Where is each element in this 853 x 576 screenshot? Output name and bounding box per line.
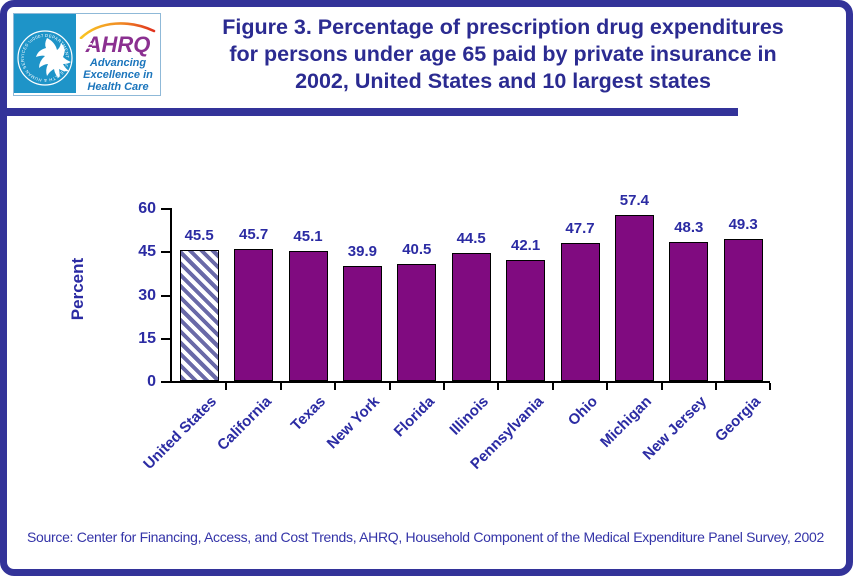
bar (288, 250, 328, 381)
y-axis-tick (161, 208, 170, 210)
y-axis-tick (161, 337, 170, 340)
bar (506, 259, 546, 381)
bar (669, 241, 709, 381)
y-axis-tick (161, 251, 170, 254)
x-axis-tick (279, 383, 282, 390)
category-label: United States (140, 393, 221, 473)
x-axis-tick (769, 383, 772, 390)
bar-value-label: 39.9 (347, 242, 377, 260)
ahrq-logo-graphic: DEPARTMENT OF HEALTH & HUMAN SERVICES \u… (12, 10, 158, 93)
tagline-line-2: Excellence in (83, 69, 153, 81)
y-axis-tick-label: 60 (138, 200, 156, 217)
title-divider-bar (7, 108, 738, 116)
bar (560, 243, 600, 381)
x-axis-tick (606, 383, 609, 390)
category-label: Illinois (446, 393, 493, 439)
figure-title: Figure 3. Percentage of prescription dru… (168, 14, 838, 95)
category-label: Georgia (712, 393, 765, 446)
x-axis-tick (715, 383, 717, 390)
bar-value-label: 42.1 (510, 236, 541, 254)
bar (451, 252, 491, 381)
bar-highlighted (179, 249, 219, 381)
x-axis-tick (334, 383, 337, 390)
x-axis-tick (443, 383, 445, 390)
y-axis-line (170, 208, 172, 383)
bar-value-label: 45.7 (238, 226, 269, 244)
bar-value-label: 44.5 (456, 229, 486, 247)
bar (723, 238, 763, 381)
bar-value-label: 45.1 (293, 227, 323, 245)
x-axis-line (170, 381, 771, 383)
x-axis-tick (497, 383, 500, 390)
bar (397, 264, 437, 381)
bar-value-label: 57.4 (619, 192, 649, 210)
x-axis-tick (388, 383, 391, 390)
figure-title-line-1: Figure 3. Percentage of prescription dru… (222, 15, 784, 39)
bar-value-label: 47.7 (565, 220, 595, 238)
figure-title-line-2: for persons under age 65 paid by private… (229, 42, 777, 66)
category-label: Florida (390, 393, 438, 441)
hhs-seal-icon: DEPARTMENT OF HEALTH & HUMAN SERVICES \u… (12, 10, 76, 93)
y-axis-tick-label: 30 (138, 286, 156, 304)
ahrq-hhs-logo: DEPARTMENT OF HEALTH & HUMAN SERVICES \u… (12, 10, 161, 96)
bar (342, 265, 382, 381)
y-axis-tick-label: 0 (147, 373, 156, 390)
category-label: Michigan (597, 393, 656, 451)
y-axis-tick-label: 15 (138, 329, 156, 347)
bar (614, 215, 654, 381)
bar-value-label: 45.5 (184, 226, 214, 244)
x-axis-tick (551, 383, 554, 390)
y-axis-tick (161, 294, 170, 297)
category-label: California (213, 393, 275, 454)
y-axis-tick (161, 381, 170, 383)
x-axis-tick (660, 383, 663, 390)
ahrq-wordmark: AHRQ Advancing Excellence in Health Care (76, 14, 158, 93)
y-axis-tick-label: 45 (138, 243, 156, 261)
bar (234, 249, 274, 381)
category-label: Ohio (564, 393, 602, 430)
category-label: Texas (287, 393, 330, 435)
tagline-line-1: Advancing (89, 57, 147, 69)
tagline-line-3: Health Care (87, 81, 148, 93)
figure-title-line-3: 2002, United States and 10 largest state… (295, 69, 711, 93)
bar-value-label: 49.3 (728, 215, 758, 233)
bar-value-label: 48.3 (674, 218, 704, 236)
bar-value-label: 40.5 (402, 241, 432, 259)
category-label: New York (324, 393, 384, 453)
x-axis-tick (225, 383, 228, 390)
y-axis-title: Percent (68, 257, 87, 321)
ahrq-acronym-text: AHRQ (85, 32, 151, 57)
source-note: Source: Center for Financing, Access, an… (27, 529, 824, 545)
